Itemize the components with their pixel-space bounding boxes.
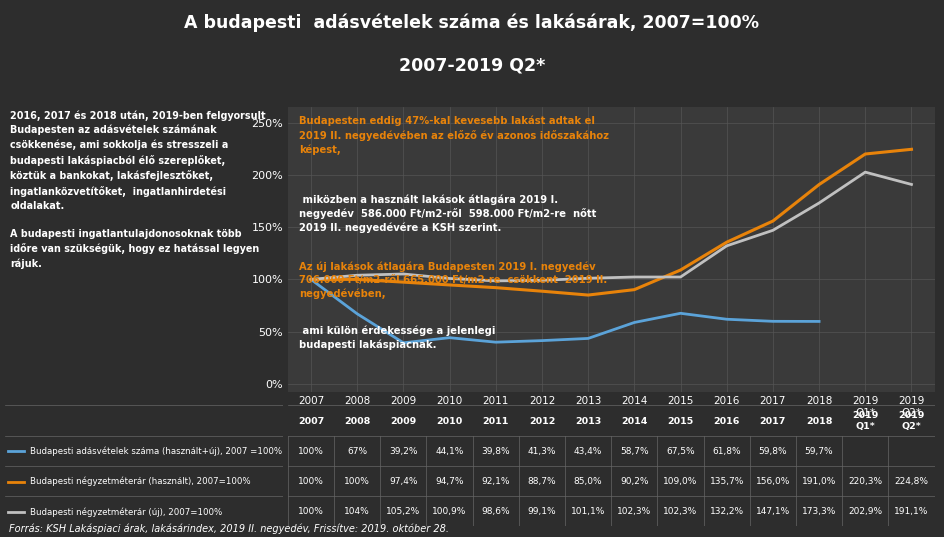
Text: 100%: 100% [298,447,324,456]
Text: 39,2%: 39,2% [389,447,417,456]
Text: 94,7%: 94,7% [435,477,464,486]
Text: 59,7%: 59,7% [805,447,834,456]
Text: 39,8%: 39,8% [481,447,510,456]
Text: 100%: 100% [298,477,324,486]
Text: 61,8%: 61,8% [713,447,741,456]
Text: 132,2%: 132,2% [710,507,744,516]
Text: 156,0%: 156,0% [756,477,790,486]
Text: 104%: 104% [345,507,370,516]
Text: 109,0%: 109,0% [664,477,698,486]
Text: 2015: 2015 [667,417,694,426]
Text: 220,3%: 220,3% [849,477,883,486]
Text: 67,5%: 67,5% [666,447,695,456]
Text: 102,3%: 102,3% [617,507,651,516]
Text: Budapesti négyzetméterár (használt), 2007=100%: Budapesti négyzetméterár (használt), 200… [30,477,250,487]
Text: 2008: 2008 [344,417,370,426]
Text: Budapesti adásvételek száma (használt+új), 2007 =100%: Budapesti adásvételek száma (használt+új… [30,447,282,456]
Text: 43,4%: 43,4% [574,447,602,456]
Text: 41,3%: 41,3% [528,447,556,456]
Text: Budapesti négyzetméterár (új), 2007=100%: Budapesti négyzetméterár (új), 2007=100% [30,507,222,517]
Text: miközben a használt lakások átlagára 2019 I.
negyedév  586.000 Ft/m2-ről  598.00: miközben a használt lakások átlagára 201… [299,194,597,233]
Text: 224,8%: 224,8% [895,477,929,486]
Text: 59,8%: 59,8% [759,447,787,456]
Text: 92,1%: 92,1% [481,477,510,486]
Text: Budapesten eddig 47%-kal kevesebb lakást adtak el
2019 II. negyedévében az előző: Budapesten eddig 47%-kal kevesebb lakást… [299,116,609,155]
Text: 97,4%: 97,4% [389,477,417,486]
Text: 90,2%: 90,2% [620,477,649,486]
Text: 102,3%: 102,3% [664,507,698,516]
Text: 202,9%: 202,9% [849,507,883,516]
Text: 191,0%: 191,0% [801,477,836,486]
Text: 99,1%: 99,1% [528,507,556,516]
Text: 44,1%: 44,1% [435,447,464,456]
Text: 2016, 2017 és 2018 után, 2019-ben felgyorsult
Budapesten az adásvételek számának: 2016, 2017 és 2018 után, 2019-ben felgyo… [10,110,266,269]
Text: 191,1%: 191,1% [894,507,929,516]
Text: 2017: 2017 [760,417,786,426]
Text: 67%: 67% [347,447,367,456]
Text: 2018: 2018 [806,417,833,426]
Text: 135,7%: 135,7% [710,477,744,486]
Text: 58,7%: 58,7% [620,447,649,456]
Text: 88,7%: 88,7% [528,477,556,486]
Text: 100%: 100% [345,477,370,486]
Text: 2016: 2016 [714,417,740,426]
Text: 173,3%: 173,3% [801,507,836,516]
Text: 2010: 2010 [436,417,463,426]
Text: 105,2%: 105,2% [386,507,420,516]
Text: 98,6%: 98,6% [481,507,510,516]
Text: Forrás: KSH Lakáspiaci árak, lakásárindex, 2019 II. negyedév, Frissítve: 2019. o: Forrás: KSH Lakáspiaci árak, lakásárinde… [9,524,449,534]
Text: 2019
Q1*: 2019 Q1* [852,411,879,431]
Text: 100,9%: 100,9% [432,507,466,516]
Text: 100%: 100% [298,507,324,516]
Text: 2012: 2012 [529,417,555,426]
Text: Az új lakások átlagára Budapesten 2019 I. negyedév
706.000 Ft/m2-ről 665.000 Ft/: Az új lakások átlagára Budapesten 2019 I… [299,261,608,299]
Text: 2014: 2014 [621,417,648,426]
Text: 2019
Q2*: 2019 Q2* [899,411,925,431]
Text: 2007-2019 Q2*: 2007-2019 Q2* [398,56,546,75]
Text: 2011: 2011 [482,417,509,426]
Text: ami külön érdekessége a jelenlegi
budapesti lakáspiacnak.: ami külön érdekessége a jelenlegi budape… [299,325,496,350]
Text: 85,0%: 85,0% [574,477,602,486]
Text: 2009: 2009 [390,417,416,426]
Text: 2007: 2007 [298,417,324,426]
Text: 101,1%: 101,1% [571,507,605,516]
Text: A budapesti  adásvételek száma és lakásárak, 2007=100%: A budapesti adásvételek száma és lakásár… [184,13,760,32]
Text: 2013: 2013 [575,417,601,426]
Text: 147,1%: 147,1% [756,507,790,516]
